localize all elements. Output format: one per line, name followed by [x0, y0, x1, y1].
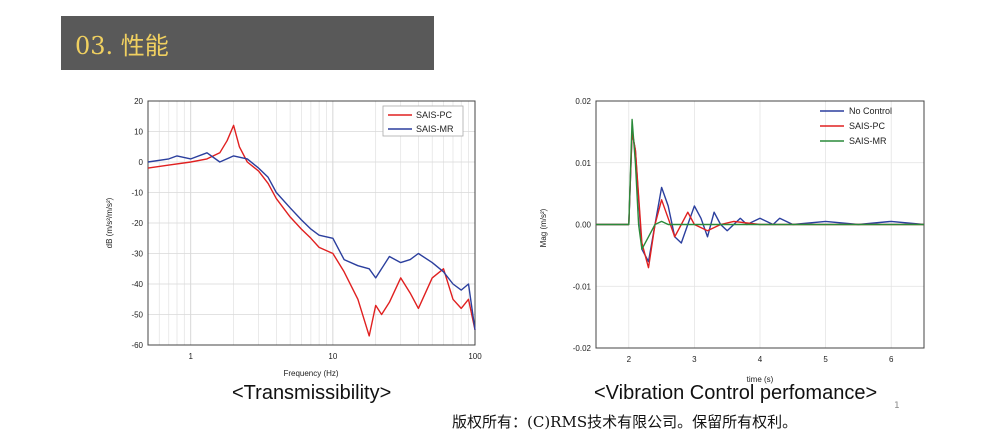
- legend-box: [382, 105, 464, 137]
- chart-series-group: [596, 118, 925, 269]
- x-tick-label: 6: [889, 355, 894, 364]
- legend: SAIS-PC SAIS-MR: [382, 105, 464, 137]
- x-tick-label: 100: [468, 352, 482, 361]
- x-tick-label: 1: [189, 352, 194, 361]
- x-axis-label: time (s): [747, 375, 774, 384]
- x-tick-label: 10: [328, 352, 337, 361]
- y-tick-label: 0.01: [575, 159, 591, 168]
- y-tick-label: -30: [131, 250, 143, 259]
- x-tick-label: 2: [627, 355, 632, 364]
- y-tick-label: 0.00: [575, 221, 591, 230]
- x-tick-label: 4: [758, 355, 763, 364]
- legend-label-sais-pc: SAIS-PC: [416, 110, 453, 120]
- series-line-sais-mr: [147, 152, 476, 330]
- page-number: 1: [894, 401, 900, 411]
- series-line-sais-mr: [596, 118, 924, 250]
- caption-transmissibility: <Transmissibility>: [232, 382, 392, 404]
- y-tick-label: -0.02: [573, 344, 592, 353]
- series-line-sais-pc: [147, 124, 476, 337]
- y-tick-label: -40: [131, 280, 143, 289]
- y-tick-label: 0: [139, 158, 144, 167]
- x-tick-label: 3: [692, 355, 697, 364]
- slide-title: 03. 性能: [75, 32, 169, 60]
- chart-series-group: [147, 124, 476, 337]
- copyright-notice: 版权所有：(C)RMS技术有限公司。保留所有权利。: [452, 413, 798, 431]
- legend-label-sais-pc: SAIS-PC: [849, 121, 886, 131]
- plot-frame: [147, 100, 476, 346]
- y-tick-label: -10: [131, 189, 143, 198]
- y-tick-label: 20: [134, 97, 143, 106]
- y-tick-label: -50: [131, 311, 143, 320]
- legend-label-sais-mr: SAIS-MR: [416, 124, 454, 134]
- tick-labels: 2 3 4 5 6 0.02 0.01 0.00 -0.01 -0.02: [573, 97, 894, 364]
- legend: No Control SAIS-PC SAIS-MR: [820, 106, 892, 146]
- y-axis-label: dB (m/s²/m/s²): [105, 197, 114, 248]
- y-tick-label: -20: [131, 219, 143, 228]
- y-axis-label: Mag (m/s²): [539, 208, 548, 247]
- y-tick-label: -60: [131, 341, 143, 350]
- y-tick-label: 0.02: [575, 97, 591, 106]
- x-axis-label: Frequency (Hz): [283, 369, 338, 378]
- x-tick-label: 5: [823, 355, 828, 364]
- legend-label-sais-mr: SAIS-MR: [849, 136, 887, 146]
- slide-title-bar: 03. 性能: [61, 16, 434, 70]
- y-tick-label: 10: [134, 128, 143, 137]
- caption-vibration-control: <Vibration Control perfomance>: [594, 382, 878, 404]
- y-tick-label: -0.01: [573, 282, 592, 291]
- legend-label-no-control: No Control: [849, 106, 892, 116]
